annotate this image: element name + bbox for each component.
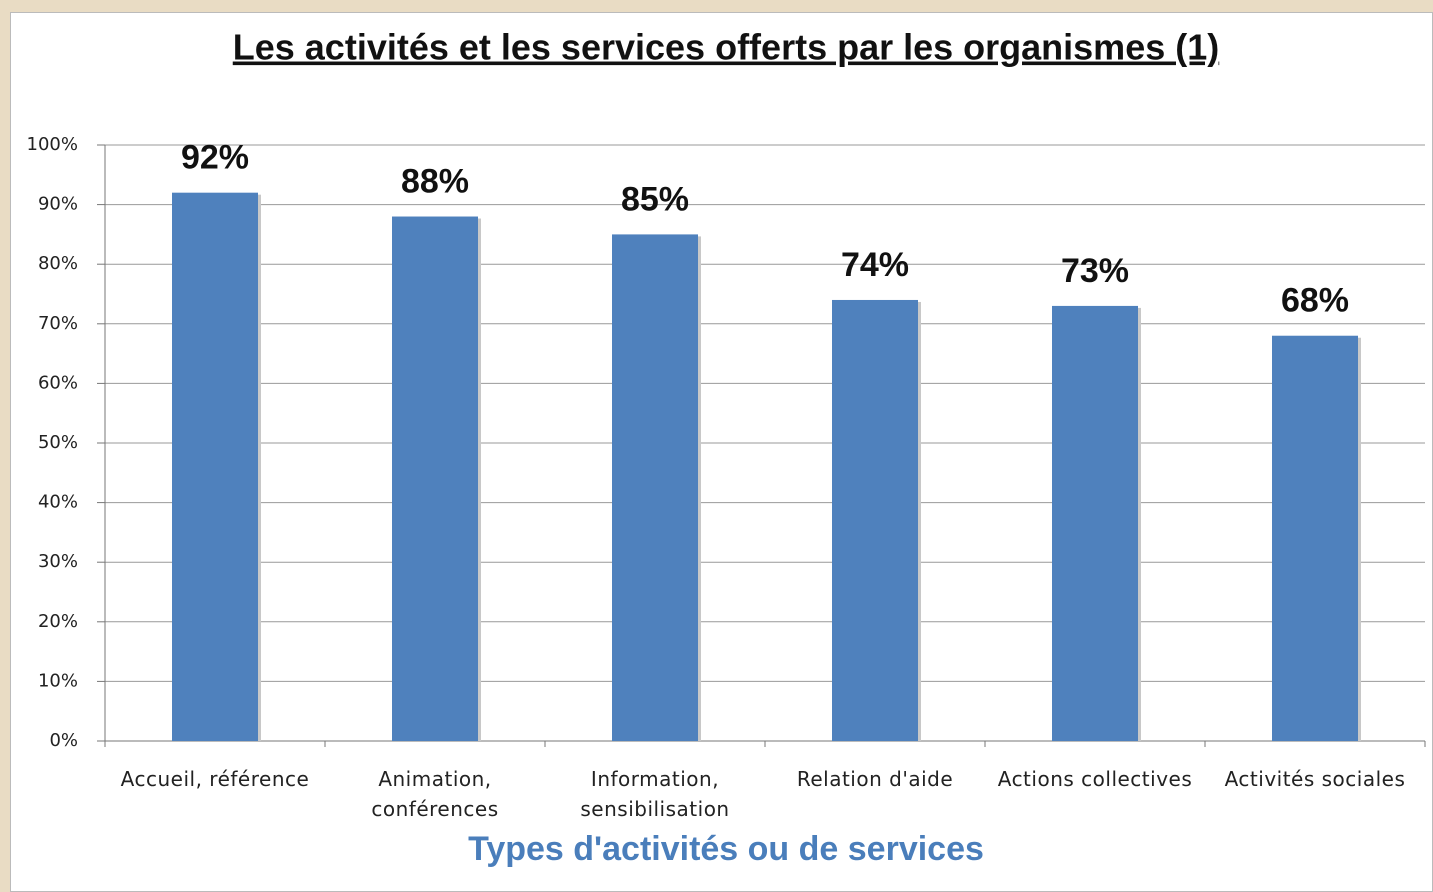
bar: [172, 192, 258, 741]
bar: [832, 299, 918, 741]
x-tick-label: Animation, conférences: [371, 767, 499, 821]
bar: [392, 216, 478, 741]
value-label: 74%: [841, 246, 909, 284]
value-label: 68%: [1281, 282, 1349, 320]
y-tick-label: 40%: [38, 492, 78, 513]
bar: [612, 234, 698, 741]
value-label: 92%: [181, 139, 249, 177]
x-tick-label: Information, sensibilisation: [580, 767, 730, 821]
x-tick-label: Actions collectives: [997, 767, 1193, 791]
y-tick-label: 80%: [38, 253, 78, 274]
value-label: 73%: [1061, 252, 1129, 290]
y-tick-label: 30%: [38, 551, 78, 572]
y-tick-label: 90%: [38, 194, 78, 215]
x-tick-label: Activités sociales: [1224, 767, 1406, 791]
bar: [1272, 335, 1358, 741]
y-tick-label: 10%: [38, 670, 78, 691]
chart-title: Les activités et les services offerts pa…: [233, 27, 1219, 68]
y-tick-label: 20%: [38, 611, 78, 632]
value-label: 85%: [621, 180, 689, 218]
x-axis-title: Types d'activités ou de services: [468, 830, 984, 868]
y-tick-label: 70%: [38, 313, 78, 334]
y-tick-label: 60%: [38, 372, 78, 393]
x-tick-label: Accueil, référence: [120, 767, 310, 791]
y-tick-label: 50%: [38, 432, 78, 453]
bar: [1052, 305, 1138, 741]
x-tick-label: Relation d'aide: [796, 767, 954, 791]
y-tick-label: 100%: [27, 134, 78, 155]
y-tick-label: 0%: [49, 730, 78, 751]
value-label: 88%: [401, 163, 469, 201]
